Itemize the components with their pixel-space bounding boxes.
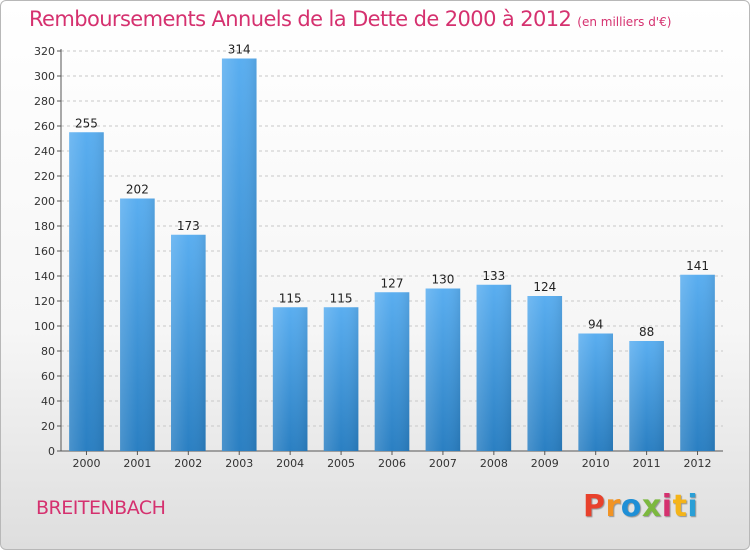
- y-tick-label: 260: [34, 120, 55, 133]
- bar-shading: [69, 132, 104, 451]
- data-label: 202: [126, 183, 149, 197]
- data-label: 127: [381, 276, 404, 290]
- brand-letter: i: [687, 489, 699, 524]
- data-label: 94: [588, 318, 603, 332]
- bar-shading: [170, 234, 206, 451]
- x-tick-label: 2011: [633, 457, 661, 470]
- data-label: 115: [279, 291, 302, 305]
- data-label: 115: [330, 291, 353, 305]
- y-tick-label: 180: [34, 220, 55, 233]
- y-tick-label: 280: [34, 95, 55, 108]
- y-tick-label: 40: [41, 395, 55, 408]
- y-tick-label: 60: [41, 370, 55, 383]
- bar-shading: [527, 296, 563, 451]
- y-tick-label: 20: [41, 420, 55, 433]
- brand-letter: o: [620, 489, 642, 524]
- x-tick-label: 2005: [327, 457, 355, 470]
- x-tick-label: 2000: [72, 457, 100, 470]
- y-tick-label: 240: [34, 145, 55, 158]
- x-tick-label: 2008: [480, 457, 508, 470]
- brand-letter: P: [583, 489, 606, 524]
- x-tick-label: 2001: [123, 457, 151, 470]
- y-tick-label: 0: [48, 445, 55, 458]
- x-tick-label: 2007: [429, 457, 457, 470]
- data-label: 141: [686, 259, 709, 273]
- brand-letter: i: [661, 489, 673, 524]
- data-label: 255: [75, 116, 98, 130]
- bar-shading: [374, 292, 410, 451]
- chart-title-text: Remboursements Annuels de la Dette de 20…: [29, 7, 572, 31]
- x-tick-label: 2012: [684, 457, 712, 470]
- data-label: 133: [482, 269, 505, 283]
- bar-shading: [629, 341, 664, 451]
- data-label: 124: [533, 280, 556, 294]
- x-tick-label: 2004: [276, 457, 304, 470]
- chart-subtitle: (en milliers d'€): [577, 15, 672, 29]
- x-tick-label: 2006: [378, 457, 406, 470]
- data-label: 314: [228, 43, 251, 57]
- y-tick-label: 220: [34, 170, 55, 183]
- y-tick-label: 300: [34, 70, 55, 83]
- bar-shading: [578, 333, 614, 451]
- brand-logo: Proxiti: [583, 489, 698, 524]
- bar-shading: [425, 288, 461, 451]
- y-tick-label: 120: [34, 295, 55, 308]
- x-tick-label: 2003: [225, 457, 253, 470]
- bar-shading: [323, 307, 359, 451]
- brand-letter: r: [605, 489, 621, 524]
- bar-shading: [680, 274, 715, 451]
- x-tick-label: 2009: [531, 457, 559, 470]
- y-tick-label: 80: [41, 345, 55, 358]
- y-tick-label: 160: [34, 245, 55, 258]
- x-tick-label: 2010: [582, 457, 610, 470]
- brand-letter: t: [672, 489, 688, 524]
- chart-title: Remboursements Annuels de la Dette de 20…: [29, 7, 671, 31]
- data-label: 88: [639, 325, 654, 339]
- bar-shading: [221, 58, 257, 451]
- data-label: 130: [431, 273, 454, 287]
- data-label: 173: [177, 219, 200, 233]
- bar-shading: [272, 307, 308, 451]
- y-tick-label: 320: [34, 45, 55, 58]
- y-tick-label: 200: [34, 195, 55, 208]
- y-tick-label: 100: [34, 320, 55, 333]
- bar-shading: [120, 198, 155, 451]
- brand-letter: x: [641, 489, 662, 524]
- commune-name: BREITENBACH: [36, 497, 166, 519]
- x-tick-label: 2002: [174, 457, 202, 470]
- y-tick-label: 140: [34, 270, 55, 283]
- bar-shading: [476, 284, 512, 451]
